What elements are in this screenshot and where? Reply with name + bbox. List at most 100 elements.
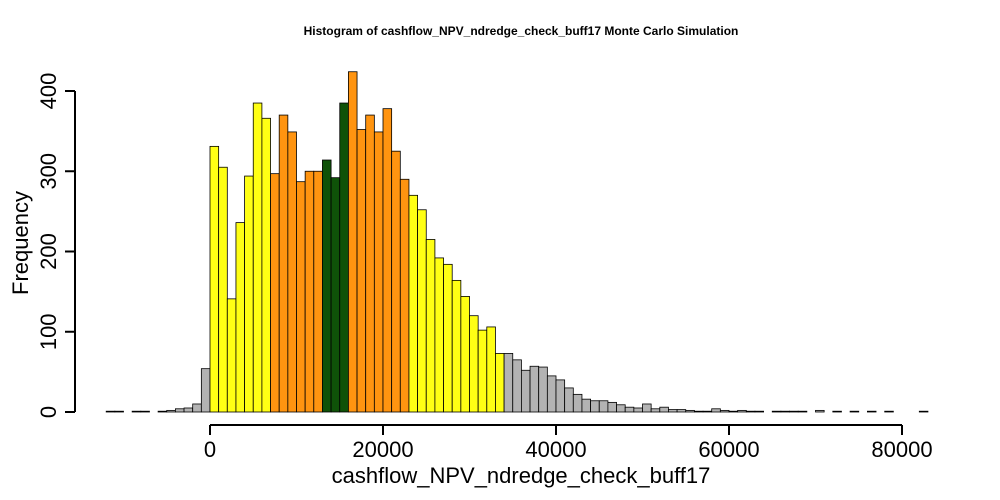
- histogram-bar: [183, 407, 194, 413]
- chart-title: Histogram of cashflow_NPV_ndredge_check_…: [304, 24, 739, 38]
- bars-group: [105, 71, 929, 413]
- histogram-bar: [737, 409, 747, 413]
- histogram-bar: [815, 409, 825, 413]
- x-tick-label: 0: [204, 437, 216, 462]
- histogram-bar: [555, 379, 566, 413]
- histogram-bar: [711, 408, 721, 413]
- histogram-bar: [572, 393, 583, 413]
- histogram-bar: [347, 71, 358, 413]
- histogram-bar: [140, 410, 150, 413]
- histogram-bar: [607, 401, 617, 413]
- histogram-bar: [650, 408, 661, 413]
- histogram-bar: [200, 368, 211, 413]
- histogram-bar: [235, 222, 245, 413]
- histogram-bar: [209, 145, 220, 413]
- histogram-bar: [780, 410, 790, 413]
- histogram-bar: [624, 406, 635, 413]
- histogram-bar: [771, 410, 782, 413]
- histogram-bar: [330, 177, 341, 413]
- histogram-bar: [270, 173, 280, 413]
- histogram-bar: [546, 375, 557, 413]
- x-axis-label: cashflow_NPV_ndredge_check_buff17: [332, 463, 711, 488]
- histogram-bar: [668, 409, 678, 413]
- histogram-bar: [287, 131, 297, 413]
- histogram-bar: [252, 102, 263, 413]
- histogram-bar: [244, 175, 254, 413]
- x-tick-label: 80000: [871, 437, 932, 462]
- histogram-bar: [694, 410, 704, 413]
- histogram-bar: [590, 400, 600, 413]
- histogram-bar: [373, 131, 384, 413]
- histogram-bar: [754, 410, 765, 413]
- histogram-bar: [702, 410, 713, 413]
- histogram-bar: [425, 239, 436, 413]
- y-tick-label: 400: [36, 73, 61, 110]
- histogram-bar: [642, 403, 652, 413]
- y-tick-label: 0: [36, 406, 61, 418]
- histogram-bar: [685, 409, 695, 413]
- y-axis: 0 100 200 300 400: [36, 73, 76, 418]
- histogram-bar: [278, 114, 289, 413]
- histogram-bar: [477, 329, 488, 413]
- histogram-bar: [192, 403, 202, 413]
- histogram-bar: [469, 315, 479, 413]
- histogram-bar: [521, 369, 531, 413]
- y-tick-label: 300: [36, 153, 61, 190]
- x-tick-label: 20000: [352, 437, 413, 462]
- histogram-bar: [884, 410, 894, 413]
- histogram-bar: [391, 150, 401, 413]
- histogram-bar: [339, 102, 349, 413]
- histogram-bar: [832, 410, 842, 413]
- histogram-bar: [529, 365, 540, 413]
- histogram-bar: [676, 409, 687, 413]
- histogram-bar: [728, 410, 739, 413]
- histogram-bar: [399, 178, 410, 413]
- histogram-bar: [226, 298, 237, 413]
- histogram-bar: [867, 410, 877, 413]
- histogram-bar: [564, 387, 574, 413]
- histogram-bar: [745, 410, 756, 413]
- histogram-bar: [503, 353, 514, 413]
- x-tick-label: 60000: [698, 437, 759, 462]
- histogram-bar: [443, 263, 453, 413]
- histogram-bar: [797, 410, 808, 413]
- histogram-bar: [322, 159, 332, 413]
- histogram-bar: [581, 398, 592, 413]
- histogram-bar: [417, 209, 427, 413]
- histogram-bar: [451, 279, 462, 413]
- histogram-bar: [486, 326, 496, 413]
- histogram-bar: [408, 194, 419, 413]
- histogram-bar: [849, 410, 860, 413]
- histogram-bar: [105, 410, 116, 413]
- histogram-bar: [633, 407, 643, 413]
- histogram-bar: [356, 129, 367, 413]
- histogram-bar: [434, 257, 444, 413]
- y-tick-label: 100: [36, 313, 61, 350]
- x-tick-label: 40000: [525, 437, 586, 462]
- histogram-bar: [789, 410, 799, 413]
- histogram-bar: [304, 170, 315, 413]
- histogram-bar: [382, 108, 393, 413]
- histogram-bar: [114, 410, 124, 413]
- histogram-bar: [157, 410, 168, 413]
- histogram-bar: [598, 400, 609, 413]
- y-tick-label: 200: [36, 233, 61, 270]
- y-axis-label: Frequency: [8, 191, 33, 295]
- histogram-bar: [460, 296, 470, 413]
- histogram-bar: [296, 181, 306, 413]
- histogram-bar: [365, 114, 375, 413]
- x-axis: 0 20000 40000 60000 80000: [204, 424, 933, 462]
- histogram-bar: [495, 353, 505, 413]
- histogram-bar: [166, 409, 176, 413]
- histogram-bar: [538, 366, 548, 413]
- histogram-bar: [261, 117, 271, 413]
- histogram-bar: [918, 410, 929, 413]
- histogram-bar: [512, 359, 522, 413]
- histogram-bar: [719, 409, 730, 413]
- histogram-bar: [174, 408, 185, 413]
- histogram-bar: [616, 404, 626, 413]
- histogram-bar: [131, 410, 142, 413]
- histogram-bar: [313, 170, 323, 413]
- histogram-bar: [659, 406, 669, 413]
